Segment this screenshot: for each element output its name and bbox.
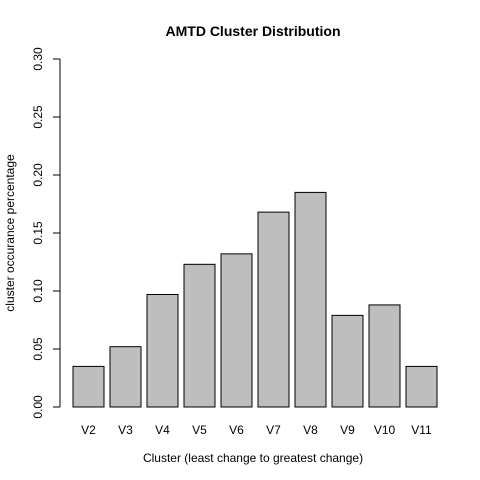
bar-v5 xyxy=(183,263,216,408)
x-tick-label-v7: V7 xyxy=(266,423,281,437)
x-tick-label-v4: V4 xyxy=(155,423,170,437)
x-tick-labels: V2 V3 V4 V5 V6 V7 V8 V9 V10 V11 xyxy=(81,423,432,437)
y-tick-label-0.05: 0.05 xyxy=(31,337,45,361)
y-axis: 0.00 0.05 0.10 0.15 0.20 0.25 0.30 xyxy=(31,47,61,419)
bar-v9 xyxy=(331,314,364,408)
bar-v2 xyxy=(72,365,105,408)
bar-v11 xyxy=(405,365,438,408)
x-tick-label-v6: V6 xyxy=(229,423,244,437)
x-tick-label-v10: V10 xyxy=(374,423,396,437)
y-tick-label-0.00: 0.00 xyxy=(31,395,45,419)
x-tick-label-v5: V5 xyxy=(192,423,207,437)
bar-v7 xyxy=(257,211,290,408)
y-axis-label: cluster occurance percentage xyxy=(3,154,17,312)
y-tick-label-0.20: 0.20 xyxy=(31,163,45,187)
y-tick-label-0.15: 0.15 xyxy=(31,221,45,245)
bar-v10 xyxy=(368,304,401,408)
chart-title: AMTD Cluster Distribution xyxy=(166,23,341,39)
x-axis-label: Cluster (least change to greatest change… xyxy=(143,451,363,465)
y-tick-label-0.10: 0.10 xyxy=(31,279,45,303)
x-tick-label-v8: V8 xyxy=(303,423,318,437)
y-tick-label-0.25: 0.25 xyxy=(31,105,45,129)
x-tick-label-v2: V2 xyxy=(81,423,96,437)
y-tick-label-0.30: 0.30 xyxy=(31,47,45,71)
bar-v4 xyxy=(146,293,179,408)
x-tick-label-v11: V11 xyxy=(411,423,432,437)
x-tick-label-v3: V3 xyxy=(118,423,133,437)
bars-group xyxy=(72,191,438,408)
bar-v8 xyxy=(294,191,327,408)
bar-v6 xyxy=(220,253,253,408)
x-tick-label-v9: V9 xyxy=(340,423,355,437)
bar-v3 xyxy=(109,346,142,408)
